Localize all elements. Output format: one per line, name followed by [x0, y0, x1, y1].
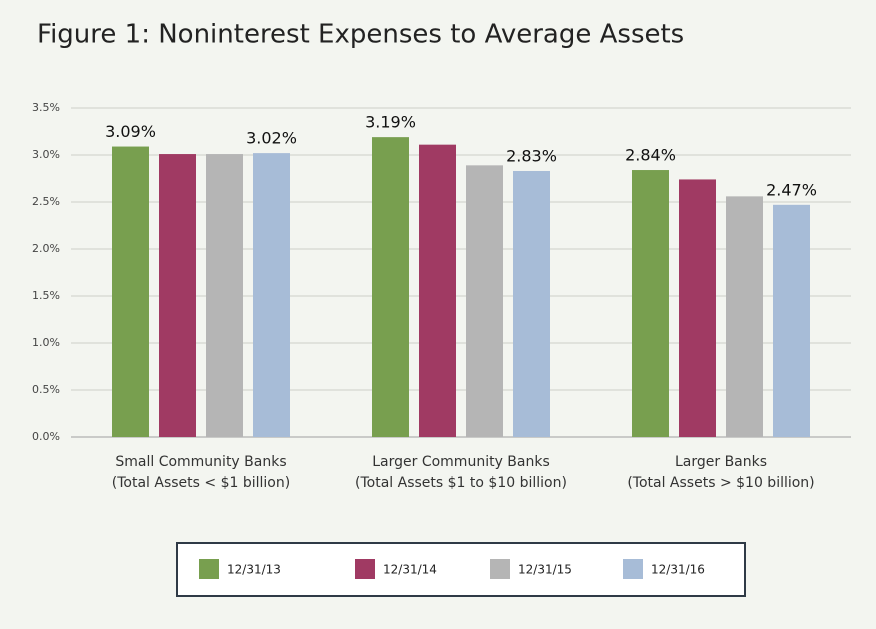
legend-swatch [490, 559, 510, 579]
value-label: 2.83% [506, 146, 557, 165]
bar [513, 170, 550, 438]
x-tick-label: (Total Assets < $1 billion) [112, 475, 290, 491]
x-tick-label: Small Community Banks [115, 454, 286, 470]
bar [726, 196, 763, 437]
y-tick-label: 0.5% [32, 383, 60, 396]
bar [372, 137, 409, 437]
value-label: 2.84% [625, 146, 676, 165]
x-tick-label: (Total Assets > $10 billion) [627, 475, 814, 491]
value-label: 3.19% [365, 113, 416, 132]
y-tick-label: 2.5% [32, 195, 60, 208]
x-tick-label: Larger Banks [675, 454, 767, 470]
x-tick-label: Larger Community Banks [372, 454, 550, 470]
y-tick-label: 3.0% [32, 148, 60, 161]
bar [632, 170, 669, 438]
legend-label: 12/31/14 [383, 563, 437, 577]
x-tick-label: (Total Assets $1 to $10 billion) [355, 475, 567, 491]
y-tick-label: 1.5% [32, 289, 60, 302]
legend-label: 12/31/16 [651, 563, 705, 577]
legend-swatch [623, 559, 643, 579]
bar [253, 153, 290, 437]
chart-title: Figure 1: Noninterest Expenses to Averag… [37, 20, 684, 50]
legend-label: 12/31/15 [518, 563, 572, 577]
bar [419, 144, 456, 437]
legend-box [176, 542, 746, 597]
bar [679, 179, 716, 437]
bar [466, 165, 503, 437]
value-label: 3.02% [246, 129, 297, 148]
legend-label: 12/31/13 [227, 563, 281, 577]
y-tick-label: 0.0% [32, 430, 60, 443]
bar [773, 204, 810, 437]
legend-swatch [199, 559, 219, 579]
value-label: 2.47% [766, 180, 817, 199]
y-tick-label: 3.5% [32, 101, 60, 114]
y-tick-label: 1.0% [32, 336, 60, 349]
legend-swatch [355, 559, 375, 579]
bar [159, 154, 196, 437]
value-label: 3.09% [105, 122, 156, 141]
y-tick-label: 2.0% [32, 242, 60, 255]
bar [206, 154, 243, 437]
bar [112, 146, 149, 438]
